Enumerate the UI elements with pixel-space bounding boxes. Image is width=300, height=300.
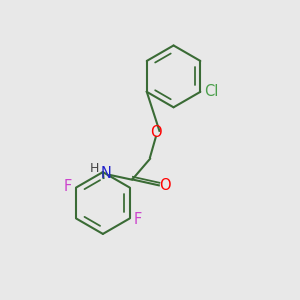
Text: N: N (100, 166, 111, 181)
Text: F: F (64, 178, 72, 194)
Text: O: O (150, 125, 162, 140)
Text: F: F (134, 212, 142, 227)
Text: Cl: Cl (204, 84, 219, 99)
Text: O: O (160, 178, 171, 193)
Text: H: H (89, 162, 99, 175)
